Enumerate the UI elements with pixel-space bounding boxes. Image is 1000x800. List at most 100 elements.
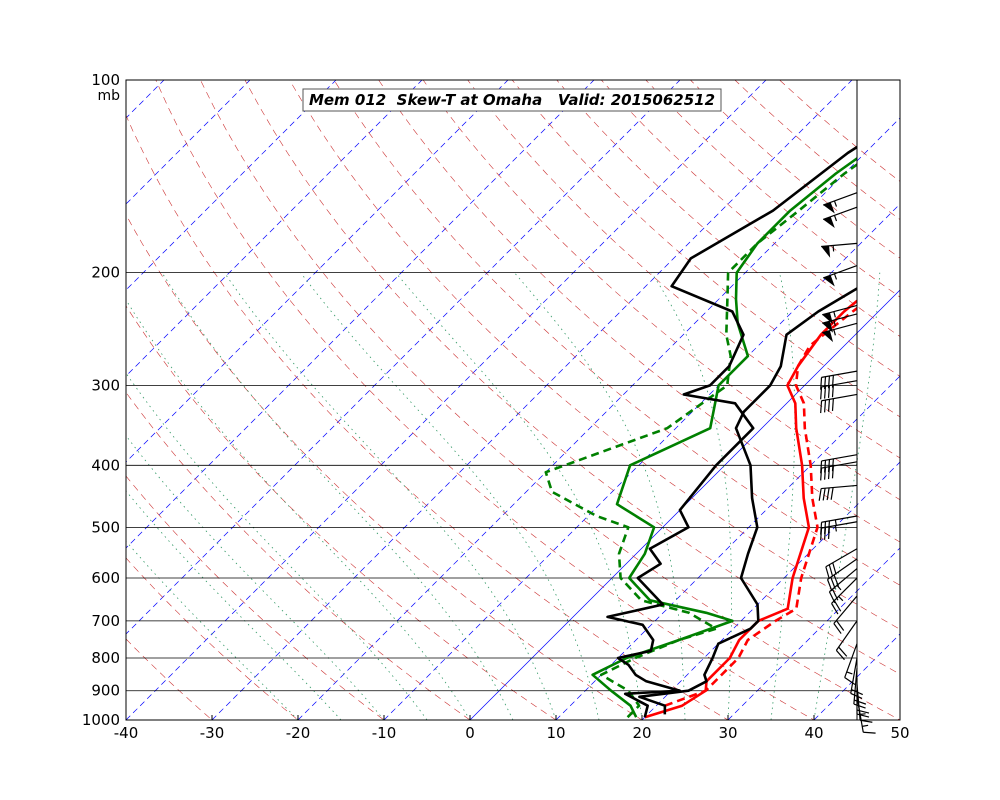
isotherm	[469, 289, 900, 720]
dry-adiabat	[155, 80, 815, 720]
wind-barb	[820, 454, 858, 474]
wind-barb-staff	[821, 454, 858, 462]
wind-barb-staff	[822, 304, 858, 316]
pressure-gridlines	[126, 79, 857, 721]
pressure-tick-label: 900	[91, 682, 120, 700]
pressure-tick-label: 800	[91, 649, 120, 667]
moist-adiabat	[651, 272, 732, 720]
profile-line	[591, 156, 857, 718]
wind-barb-flag	[831, 603, 839, 615]
profile-lines	[544, 145, 857, 719]
wind-barb-half	[846, 671, 853, 675]
wind-barb-flag	[827, 526, 831, 539]
wind-barb-pennant	[822, 330, 834, 343]
x-tick-label: 20	[632, 724, 651, 742]
wind-barb	[820, 461, 858, 481]
wind-barb-staff	[844, 643, 858, 678]
wind-barb-staff	[825, 548, 858, 568]
x-tick-label: 40	[804, 724, 823, 742]
isotherm	[126, 80, 165, 119]
isotherm	[126, 80, 509, 463]
wind-barb-flag	[853, 703, 866, 709]
isotherm	[727, 547, 900, 720]
isotherm	[126, 80, 423, 377]
dry-adiabat	[126, 391, 471, 720]
wind-barb-half	[833, 311, 836, 318]
wind-barb-flag	[820, 527, 823, 541]
wind-barb-flag	[854, 699, 867, 705]
wind-barb-staff	[821, 393, 858, 402]
wind-barbs	[818, 192, 876, 734]
pressure-tick-label: 1000	[82, 711, 120, 729]
wind-barb-flag	[831, 384, 834, 398]
wind-barb-flag	[835, 620, 845, 631]
wind-barb-flag	[833, 623, 842, 634]
wind-barb	[853, 668, 867, 709]
wind-barb-flag	[822, 488, 826, 501]
wind-barb-staff	[835, 620, 858, 651]
isotherm	[211, 80, 853, 720]
isotherm	[383, 203, 900, 720]
wind-barb-staff	[821, 380, 858, 388]
profile-line	[664, 306, 857, 707]
wind-barb-flag	[860, 719, 873, 723]
isotherm	[297, 117, 900, 720]
wind-barb-staff	[822, 265, 858, 279]
dry-adiabat	[601, 80, 900, 337]
isotherm	[555, 375, 900, 720]
wind-barb-flag	[826, 579, 833, 592]
isotherm	[0, 80, 78, 720]
wind-barb-half	[833, 329, 836, 336]
wind-barb-staff	[821, 515, 858, 523]
wind-barb-staff	[822, 322, 858, 334]
dry-adiabat	[126, 557, 299, 720]
wind-barb-flag	[818, 488, 822, 501]
moist-adiabat	[126, 372, 428, 720]
wind-barb-half	[833, 273, 838, 280]
moist-adiabat	[224, 272, 557, 720]
x-tick-label: 10	[546, 724, 565, 742]
wind-barb-pennant	[822, 321, 834, 333]
wind-barb-staff	[833, 595, 858, 624]
pressure-tick-label: 500	[91, 518, 120, 536]
dry-adiabat	[734, 80, 900, 220]
wind-barb	[822, 313, 858, 333]
wind-barb-flag	[820, 386, 823, 400]
x-tick-label: 50	[890, 724, 909, 742]
wind-barb	[821, 242, 858, 258]
wind-barb-flag	[831, 465, 834, 479]
wind-barb-flag	[826, 487, 830, 501]
x-tick-label: 0	[465, 724, 475, 742]
wind-barb	[822, 206, 858, 228]
wind-barb-staff	[822, 313, 858, 324]
x-tick-label: -20	[286, 724, 311, 742]
wind-barb-staff	[821, 370, 858, 378]
wind-barb	[856, 696, 876, 734]
profile-line	[638, 286, 857, 715]
wind-barb-staff	[831, 577, 858, 604]
isotherm	[899, 719, 900, 720]
wind-barb	[822, 265, 858, 287]
wind-barb-flag	[820, 377, 823, 390]
isotherm	[641, 461, 900, 720]
wind-barb-half	[834, 519, 837, 526]
wind-barb-staff	[829, 568, 858, 593]
wind-barb-flag	[844, 677, 856, 685]
pressure-tick-label: 600	[91, 569, 120, 587]
wind-barb-half	[833, 215, 838, 222]
title-box: Mem 012 Skew-T at Omaha Valid: 201506251…	[302, 88, 722, 112]
moist-adiabat	[161, 272, 514, 720]
wind-barb-pennant	[823, 275, 835, 287]
chart-title: Mem 012 Skew-T at Omaha Valid: 201506251…	[309, 91, 715, 109]
wind-barb	[820, 370, 858, 390]
wind-barb-flag	[830, 487, 834, 500]
wind-barb-flag	[863, 731, 876, 734]
wind-barb-flag	[835, 649, 845, 661]
moist-adiabat	[395, 272, 643, 720]
pressure-tick-label: 700	[91, 612, 120, 630]
wind-barb-flag	[833, 600, 842, 612]
isotherm	[126, 80, 251, 205]
wind-barb-half	[862, 724, 869, 727]
profile-line	[606, 145, 857, 718]
